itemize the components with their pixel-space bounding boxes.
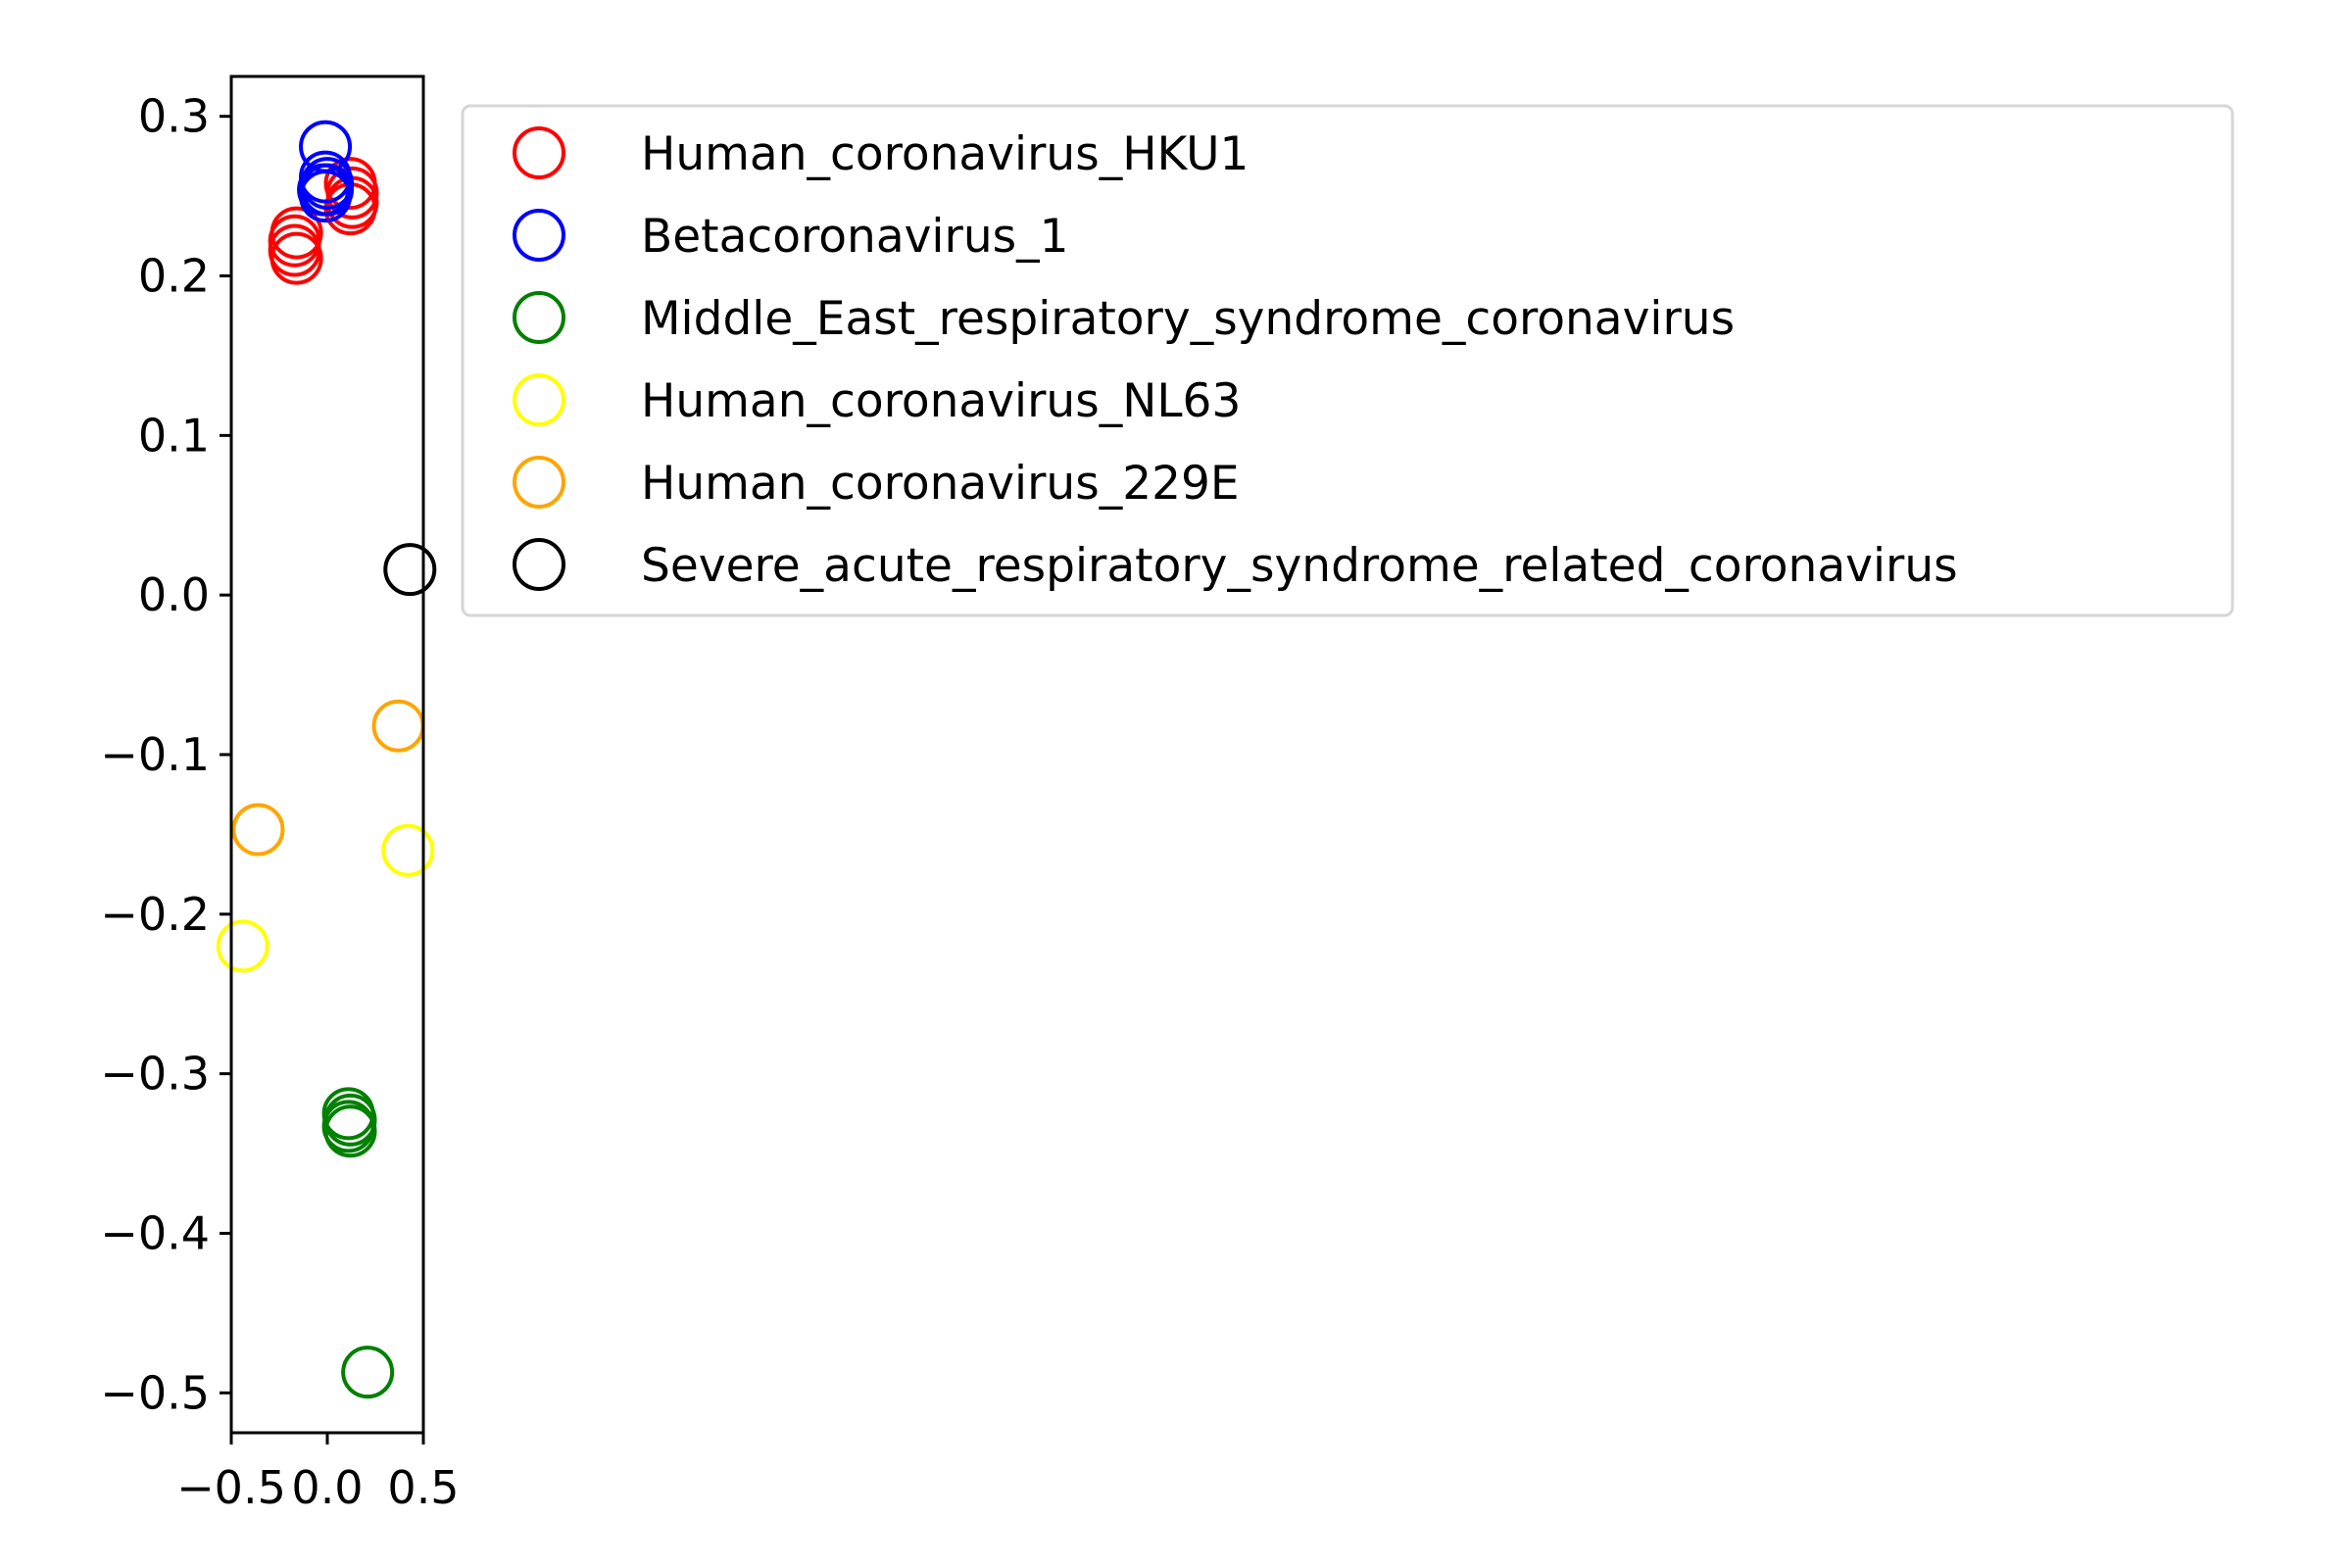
y-tick-label: 0.3 [138,90,210,143]
legend-label: Human_coronavirus_NL63 [641,374,1241,428]
legend-label: Human_coronavirus_229E [641,457,1240,511]
legend-marker [513,126,565,179]
series-5 [383,543,437,597]
data-point [216,919,270,973]
legend: Human_coronavirus_HKU1 Betacoronavirus_1 M… [461,104,2234,617]
y-tick-label: 0.2 [138,250,210,303]
data-point [371,699,425,753]
legend-label: Human_coronavirus_HKU1 [641,127,1249,181]
legend-entry: Human_coronavirus_229E [513,456,1240,511]
x-tick-label: 0.0 [291,1461,363,1514]
y-tick-label: −0.1 [100,728,210,781]
y-tick-label: −0.3 [100,1048,210,1101]
series-1 [297,120,354,223]
legend-marker [513,373,565,426]
data-point [301,163,354,217]
y-tick-label: −0.2 [100,888,210,941]
y-tick-label: 0.0 [138,568,210,621]
x-tick-label: 0.5 [387,1461,459,1514]
legend-entry: Human_coronavirus_NL63 [513,373,1241,428]
plot-area-frame [229,74,425,1435]
legend-marker [513,456,565,509]
data-point [381,823,435,877]
data-points [216,120,437,1399]
legend-entry: Middle_East_respiratory_syndrome_coronav… [513,291,1735,346]
axes [229,74,425,1435]
legend-marker [513,209,565,262]
legend-entry: Human_coronavirus_HKU1 [513,126,1249,181]
y-tick-label: −0.5 [100,1366,210,1419]
data-point [323,1104,377,1158]
legend-label: Severe_acute_respiratory_syndrome_relate… [641,539,1958,593]
y-tick-label: −0.4 [100,1206,210,1259]
legend-marker [513,538,565,591]
data-point [231,803,285,857]
x-axis-ticks: −0.5 0.0 0.5 [176,1433,460,1514]
series-2 [321,1087,395,1399]
y-axis-ticks: 0.3 0.2 0.1 0.0 −0.1 −0.2 −0.3 −0.4 −0.5 [100,90,231,1419]
x-tick-label: −0.5 [176,1461,286,1514]
data-point [270,231,323,285]
legend-marker [513,291,565,344]
data-point [341,1346,395,1399]
legend-label: Betacoronavirus_1 [641,210,1069,264]
series-3 [216,823,435,973]
legend-entry: Betacoronavirus_1 [513,209,1069,264]
legend-frame [461,104,2234,617]
series-0 [268,157,379,285]
legend-entry: Severe_acute_respiratory_syndrome_relate… [513,538,1958,593]
y-tick-label: 0.1 [138,409,210,462]
data-point [383,543,437,597]
legend-label: Middle_East_respiratory_syndrome_coronav… [641,292,1735,346]
